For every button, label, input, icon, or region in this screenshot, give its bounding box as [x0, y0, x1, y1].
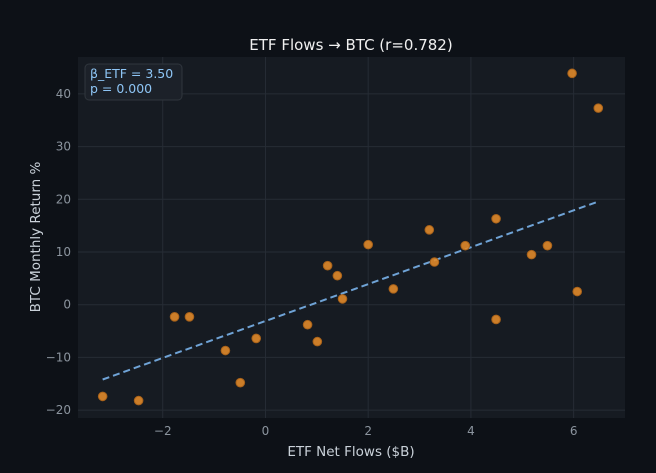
data-point [220, 345, 231, 356]
data-point [491, 213, 501, 224]
y-tick-label: −10 [46, 350, 71, 364]
y-tick-label: −20 [46, 403, 71, 417]
y-tick-label: 40 [56, 87, 71, 101]
data-point [460, 240, 471, 251]
data-point [542, 240, 553, 251]
chart-title: ETF Flows → BTC (r=0.782) [249, 36, 452, 54]
beta-text: β_ETF = 3.50 [90, 66, 173, 81]
data-point [526, 249, 537, 260]
data-point [567, 68, 577, 79]
data-point [572, 286, 583, 297]
p-value-text: p = 0.000 [90, 81, 152, 96]
x-tick-label: 4 [467, 424, 475, 438]
data-point [97, 391, 108, 402]
data-point [363, 239, 373, 250]
y-axis-label: BTC Monthly Return % [28, 161, 44, 312]
data-point [251, 333, 262, 344]
data-point [169, 312, 180, 322]
data-point [184, 312, 195, 322]
data-point [337, 294, 348, 304]
data-point [235, 377, 246, 388]
data-point [424, 225, 435, 235]
y-tick-label: 10 [56, 245, 71, 259]
x-tick-label: 0 [262, 424, 270, 438]
data-point [429, 257, 440, 267]
data-point [332, 270, 343, 281]
data-point [322, 260, 333, 271]
y-tick-label: 0 [63, 298, 71, 312]
x-tick-label: 6 [570, 424, 578, 438]
data-point [388, 284, 399, 294]
x-tick-label: −2 [154, 424, 172, 438]
x-axis-label: ETF Net Flows ($B) [287, 444, 414, 460]
x-tick-label: 2 [364, 424, 372, 438]
y-tick-label: 30 [56, 140, 71, 154]
annotation-box [84, 63, 183, 101]
y-tick-label: 20 [56, 192, 71, 206]
data-point [593, 103, 604, 113]
plot-area [78, 57, 625, 418]
stats-annotation: β_ETF = 3.50 p = 0.000 [84, 63, 183, 101]
data-point [133, 395, 144, 406]
data-point [491, 314, 501, 325]
data-point [312, 336, 323, 347]
data-point [302, 319, 313, 330]
